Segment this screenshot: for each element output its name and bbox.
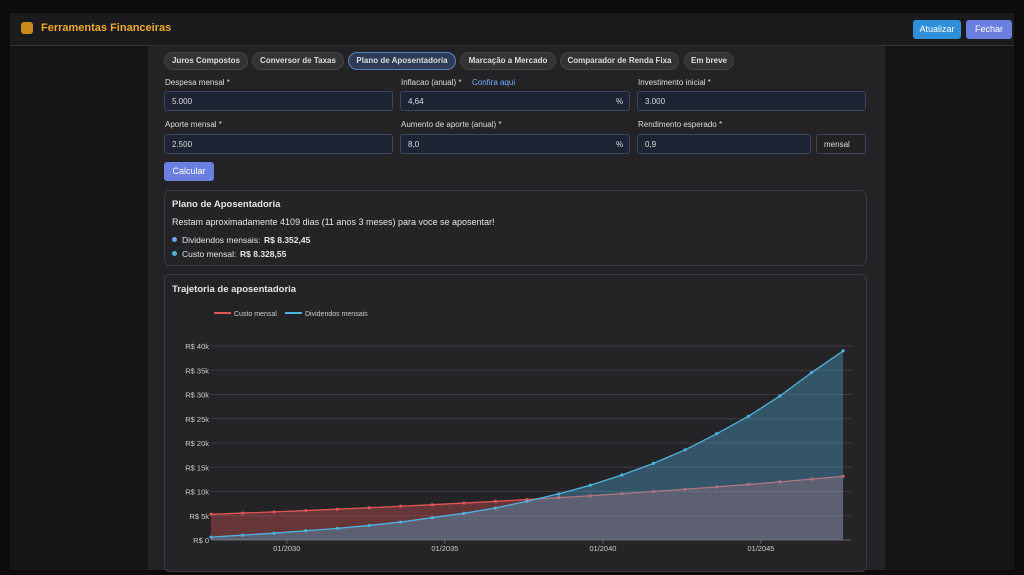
point bbox=[462, 511, 466, 515]
point bbox=[651, 489, 656, 494]
point bbox=[525, 499, 529, 503]
item-label: Dividendos mensais: bbox=[182, 235, 261, 245]
point bbox=[557, 492, 561, 496]
item-value: R$ 8.352,45 bbox=[264, 235, 311, 245]
point bbox=[493, 499, 498, 503]
bullet bbox=[172, 251, 177, 256]
point bbox=[651, 461, 656, 465]
chart-title: Trajetoria de aposentadoria bbox=[172, 284, 297, 295]
logo bbox=[21, 22, 33, 34]
x-tick-label: 01/2035 bbox=[431, 544, 458, 553]
y-tick-label: R$ 5k bbox=[189, 512, 209, 521]
y-tick-label: R$ 20k bbox=[185, 439, 209, 448]
field-label: Investimento inicial * bbox=[638, 78, 711, 87]
tab-active[interactable]: Plano de Aposentadoria bbox=[348, 52, 456, 70]
select[interactable]: mensal bbox=[816, 134, 866, 154]
result-title: Plano de Aposentadoria bbox=[172, 199, 281, 210]
point bbox=[809, 477, 814, 481]
point bbox=[430, 503, 434, 507]
result-panel: Plano de Aposentadoria Restam aproximada… bbox=[164, 190, 867, 266]
top-bar: Ferramentas Financeiras Atualizar Fechar bbox=[10, 13, 1014, 46]
app-title: Ferramentas Financeiras bbox=[41, 22, 172, 34]
field-label: Inflacao (anual) * bbox=[401, 78, 462, 87]
area bbox=[211, 350, 844, 540]
input[interactable]: 4,64 bbox=[400, 91, 630, 111]
point bbox=[620, 492, 624, 496]
point bbox=[367, 523, 371, 528]
y-tick-label: R$ 30k bbox=[185, 391, 209, 400]
x-tick-label: 01/2030 bbox=[273, 544, 300, 553]
point bbox=[557, 496, 561, 500]
point bbox=[241, 533, 245, 537]
legend-label: Custo mensal bbox=[234, 311, 277, 318]
point bbox=[241, 511, 245, 515]
input[interactable]: 8,0 bbox=[400, 134, 630, 154]
y-tick-label: R$ 25k bbox=[185, 415, 209, 424]
chart-panel: Trajetoria de aposentadoria R$ 0 R$ 5k R$ … bbox=[164, 274, 867, 572]
tab[interactable]: Comparador de Renda Fixa bbox=[560, 52, 679, 70]
field-label: Despesa mensal * bbox=[165, 78, 230, 87]
y-tick-label: R$ 10k bbox=[185, 488, 209, 497]
point bbox=[430, 516, 434, 520]
input[interactable]: 5.000 bbox=[164, 91, 393, 111]
field-label: Rendimento esperado * bbox=[638, 120, 723, 129]
suffix: % bbox=[616, 140, 624, 149]
link[interactable]: Confira aqui bbox=[472, 78, 516, 87]
tab[interactable]: Marcação a Mercado bbox=[460, 52, 556, 70]
point bbox=[778, 480, 782, 484]
point bbox=[620, 473, 624, 477]
point bbox=[841, 474, 845, 478]
tab[interactable]: Juros Compostos bbox=[164, 52, 248, 70]
x-tick-label: 01/2040 bbox=[589, 544, 616, 553]
item-label: Custo mensal: bbox=[182, 249, 237, 259]
point bbox=[683, 448, 687, 452]
x-tick-label: 01/2045 bbox=[747, 544, 774, 553]
point bbox=[778, 394, 782, 398]
point bbox=[746, 414, 750, 418]
refresh-button[interactable]: Atualizar bbox=[913, 20, 961, 39]
legend-label: Dividendos mensais bbox=[305, 311, 368, 318]
point bbox=[367, 506, 371, 510]
point bbox=[209, 512, 213, 516]
input[interactable]: 2.500 bbox=[164, 134, 393, 154]
y-tick-label: R$ 40k bbox=[185, 342, 209, 351]
point bbox=[746, 482, 750, 487]
point bbox=[493, 506, 498, 510]
point bbox=[272, 510, 276, 514]
y-tick-label: R$ 15k bbox=[185, 463, 209, 472]
point bbox=[715, 485, 719, 489]
point bbox=[399, 520, 403, 524]
y-tick-label: R$ 35k bbox=[185, 366, 209, 375]
item-value: R$ 8.328,55 bbox=[240, 249, 287, 259]
point bbox=[841, 349, 845, 353]
point bbox=[304, 508, 308, 513]
y-tick-label: R$ 0 bbox=[193, 536, 209, 545]
tab[interactable]: Em breve bbox=[684, 52, 734, 70]
chart: Trajetoria de aposentadoria R$ 0 R$ 5k R$ … bbox=[172, 284, 851, 553]
field-label: Aumento de aporte (anual) * bbox=[401, 120, 502, 129]
input[interactable]: 0,9 bbox=[637, 134, 811, 154]
point bbox=[335, 526, 340, 530]
point bbox=[809, 371, 814, 375]
close-button[interactable]: Fechar bbox=[966, 20, 1012, 39]
point bbox=[715, 432, 719, 436]
bullet bbox=[172, 237, 177, 242]
point bbox=[335, 507, 340, 511]
point bbox=[399, 504, 403, 508]
point bbox=[683, 487, 687, 491]
calculate-button[interactable]: Calcular bbox=[164, 162, 214, 181]
suffix: % bbox=[616, 97, 624, 106]
point bbox=[588, 483, 592, 487]
point bbox=[304, 529, 308, 533]
point bbox=[462, 501, 466, 505]
point bbox=[588, 494, 592, 498]
input[interactable]: 3.000 bbox=[637, 91, 866, 111]
result-message: Restam aproximadamente 4109 dias (11 ano… bbox=[172, 217, 495, 227]
field-label: Aporte mensal * bbox=[165, 120, 222, 129]
point bbox=[272, 531, 276, 535]
tab[interactable]: Conversor de Taxas bbox=[252, 52, 344, 70]
point bbox=[209, 535, 213, 539]
